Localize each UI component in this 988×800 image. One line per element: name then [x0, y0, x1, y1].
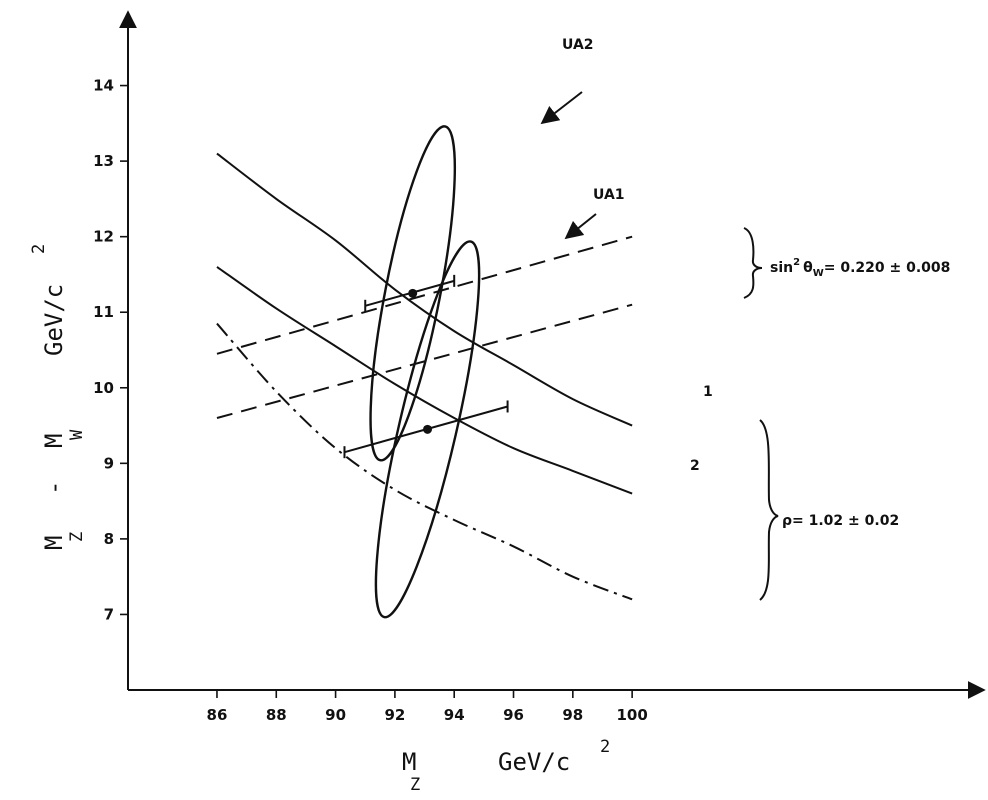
rho-brace	[759, 419, 779, 601]
rho-label: ρ= 1.02 ± 0.02	[782, 513, 899, 529]
measurement-points	[343, 274, 509, 459]
tick-labels: 86 88 90 92 94 96 98 100 7 8 9 10 11 12 13 14	[93, 77, 648, 724]
series-line-2	[216, 266, 633, 495]
data-point-1	[423, 424, 433, 434]
y-tick-label: 8	[104, 530, 114, 548]
y-axis-units: GeV/c	[40, 284, 68, 356]
x-axis-units: GeV/c	[498, 748, 570, 776]
annotations	[540, 91, 779, 601]
series-line-1	[216, 152, 633, 427]
x-axis-label: M	[402, 748, 416, 776]
x-tick-label: 92	[384, 706, 405, 724]
ua2-arrow	[540, 91, 583, 125]
y-axis-label-subscript-b: W	[67, 429, 87, 440]
x-axis-units-exponent: 2	[600, 737, 610, 757]
ua1-label: UA1	[593, 187, 625, 203]
x-tick-label: 86	[207, 706, 228, 724]
y-axis-label-main: M	[40, 536, 68, 550]
axes	[119, 10, 986, 699]
series-line-dashed-2	[216, 235, 633, 355]
x-tick-label: 90	[325, 706, 346, 724]
data-point-0	[408, 288, 418, 298]
ua1-arrow	[564, 213, 597, 240]
y-axis-label-main-b: M	[40, 434, 68, 448]
y-tick-label: 13	[93, 152, 114, 170]
y-axis-units-exponent: 2	[29, 244, 49, 254]
ellipse-ua2	[369, 125, 457, 462]
sin2-brace	[743, 227, 763, 299]
curve-2-label: 2	[690, 458, 700, 474]
ua2-label: UA2	[562, 37, 594, 53]
y-tick-label: 11	[93, 303, 114, 321]
y-tick-label: 10	[93, 379, 114, 397]
x-axis-label-subscript: Z	[410, 775, 420, 795]
x-tick-label: 96	[503, 706, 524, 724]
contour-ellipses	[369, 125, 481, 619]
ellipse-ua1	[374, 240, 481, 619]
x-tick-label: 94	[444, 706, 465, 724]
y-tick-label: 7	[104, 605, 114, 623]
y-axis-label-minus: -	[40, 481, 68, 495]
tick-marks	[120, 84, 633, 698]
x-tick-label: 88	[266, 706, 287, 724]
x-tick-label: 98	[562, 706, 583, 724]
y-tick-label: 12	[93, 228, 114, 246]
curves	[216, 152, 633, 601]
y-axis-label: M Z - M W GeV/c 2	[29, 244, 87, 550]
y-axis-label-subscript-a: Z	[67, 532, 87, 542]
curve-1-label: 1	[703, 384, 713, 400]
y-tick-label: 14	[93, 77, 114, 95]
x-tick-label: 100	[616, 706, 647, 724]
y-tick-label: 9	[104, 454, 114, 472]
sin2-theta-label: sin2 θW= 0.220 ± 0.008	[770, 257, 950, 279]
